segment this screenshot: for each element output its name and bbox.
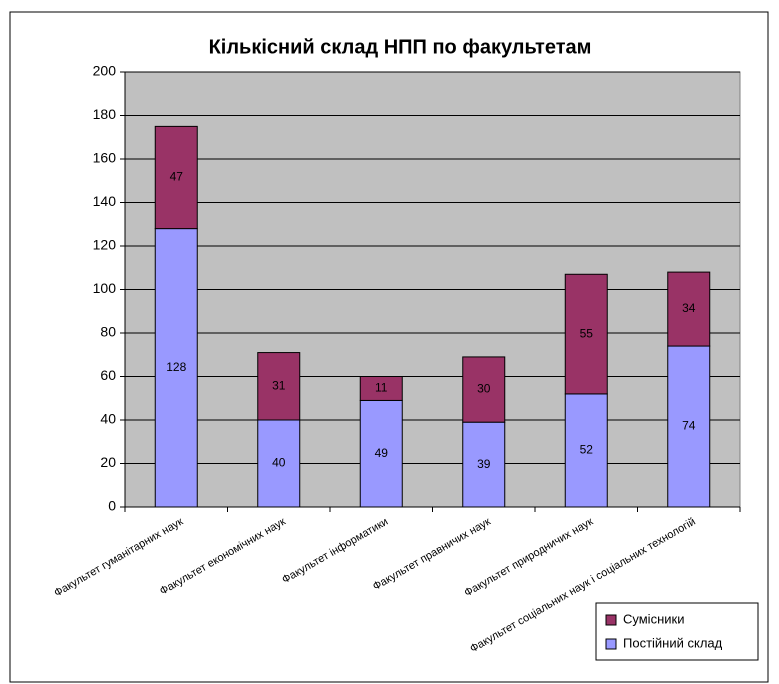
legend-label: Постійний склад <box>623 635 723 650</box>
legend-swatch <box>605 614 617 626</box>
y-tick-label: 200 <box>93 63 117 79</box>
y-tick-label: 160 <box>93 150 117 166</box>
data-label: 40 <box>272 456 286 470</box>
y-tick-label: 80 <box>100 324 116 340</box>
data-label: 49 <box>375 446 389 460</box>
y-tick-label: 0 <box>108 498 116 514</box>
bar-segment <box>564 273 608 395</box>
y-tick-label: 140 <box>93 193 117 209</box>
bar-segment <box>154 125 198 230</box>
legend-box <box>595 602 759 661</box>
bar-segment <box>359 376 403 401</box>
y-tick-label: 20 <box>100 454 116 470</box>
y-tick-label: 120 <box>93 237 117 253</box>
chart-title: Кількісний склад НПП по факультетам <box>209 36 592 58</box>
bar-segment <box>154 228 198 508</box>
data-label: 39 <box>477 457 491 471</box>
legend-swatch <box>605 638 617 650</box>
data-label: 30 <box>477 382 491 396</box>
bar-segment <box>359 399 403 508</box>
data-label: 55 <box>580 326 594 340</box>
data-label: 52 <box>580 443 594 457</box>
data-label: 47 <box>170 170 184 184</box>
data-label: 74 <box>682 419 696 433</box>
y-tick-label: 60 <box>100 367 116 383</box>
y-tick-label: 40 <box>100 411 116 427</box>
bar-segment <box>564 393 608 508</box>
bar-segment <box>257 352 301 421</box>
bar-segment <box>667 271 711 347</box>
data-label: 34 <box>682 301 696 315</box>
legend-label: Сумісники <box>623 611 684 626</box>
bar-segment <box>462 356 506 423</box>
data-label: 128 <box>166 360 186 374</box>
bar-segment <box>257 419 301 508</box>
y-tick-label: 100 <box>93 280 117 296</box>
bar-segment <box>462 421 506 508</box>
y-tick-label: 180 <box>93 106 117 122</box>
data-label: 11 <box>375 381 388 395</box>
data-label: 31 <box>272 378 286 392</box>
